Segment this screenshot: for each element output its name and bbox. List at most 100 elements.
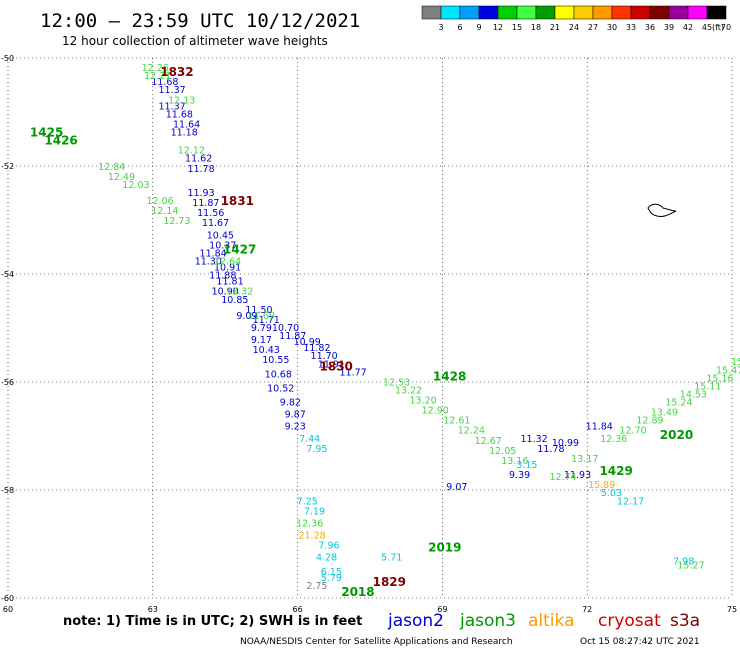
swh-value-jason3: 13.49 (651, 408, 678, 419)
swh-value-jason2-low: 5.79 (321, 573, 342, 584)
swh-value-jason2: 11.77 (340, 367, 367, 378)
footer-credit: NOAA/NESDIS Center for Satellite Applica… (240, 637, 513, 647)
swh-value-jason3: 12.90 (422, 406, 449, 417)
swh-value-jason2: 11.71 (253, 315, 280, 326)
swh-value-jason3: 12.84 (98, 162, 125, 173)
swh-value-jason2: 9.39 (509, 470, 530, 481)
swh-value-jason2-low: 7.25 (297, 496, 318, 507)
swh-value-jason3: 12.74 (549, 472, 576, 483)
colorbar-label: 27 (588, 23, 598, 32)
swh-value-altika: 21.28 (298, 531, 325, 542)
swh-value-jason3: 12.06 (146, 196, 173, 207)
swh-value-jason2: 11.37 (159, 85, 186, 96)
swh-value-jason3: 12.12 (178, 146, 205, 157)
pass-label: 1428 (433, 369, 466, 383)
swh-value-jason3: 15.16 (706, 373, 733, 384)
swh-value-altika: 15.89 (588, 480, 615, 491)
x-tick-label: 63 (148, 605, 158, 614)
swh-value-jason2-low: 3.15 (516, 460, 537, 471)
swh-value-jason2: 11.84 (586, 422, 613, 433)
swh-value-jason3: 13.16 (501, 456, 528, 467)
colorbar-label: 15 (512, 23, 522, 32)
colorbar-label: 21 (550, 23, 560, 32)
y-axis-ticks: -50 -52 -54 -56 -58 -60 (1, 54, 14, 603)
colorbar-label: 42 (683, 23, 693, 32)
swh-value-jason3: 12.03 (122, 180, 149, 191)
pass-label: 1427 (223, 242, 256, 256)
colorbar-swatch (592, 5, 613, 20)
swh-value-jason2-low: 5.03 (601, 488, 622, 499)
colorbar-label: 33 (626, 23, 636, 32)
swh-value-jason2: 11.78 (187, 164, 214, 175)
pass-label: 2020 (660, 428, 693, 442)
swh-value-jason3: 15.4 (731, 357, 740, 368)
swh-value-jason2: 11.64 (173, 119, 200, 130)
swh-value-jason2: 11.62 (185, 154, 212, 165)
swh-value-jason2-low: 6.15 (321, 567, 342, 578)
swh-value-jason2: 10.99 (294, 337, 321, 348)
footer-timestamp: Oct 15 08:27:42 UTC 2021 (580, 637, 700, 647)
legend-s3a: s3a (670, 611, 700, 631)
chart-subtitle: 12 hour collection of altimeter wave hei… (62, 34, 328, 48)
colorbar-label: 39 (664, 23, 674, 32)
swh-value-jason3: 15.47 (716, 365, 740, 376)
swh-value-jason2: 9.07 (446, 482, 467, 493)
swh-value-jason2: 11.88 (209, 271, 236, 282)
pass-label: 1426 (44, 134, 77, 148)
swh-value-jason3: 12.67 (475, 436, 502, 447)
swh-value-jason2: 10.43 (253, 345, 280, 356)
swh-value-jason2: 10.68 (265, 369, 292, 380)
swh-value-jason3: 12.70 (619, 426, 646, 437)
swh-value-jason2: 11.30 (195, 256, 222, 267)
colorbar-swatch (421, 5, 442, 20)
swh-value-jason2-low: 7.96 (318, 541, 339, 552)
colorbar-label: 70 (721, 23, 731, 32)
x-tick-label: 69 (437, 605, 447, 614)
swh-value-jason3: 12.36 (600, 434, 627, 445)
legend-cryosat: cryosat (598, 611, 661, 631)
colorbar-swatch (649, 5, 670, 20)
swh-value-jason2: 10.99 (552, 438, 579, 449)
swh-value-jason3: 12.61 (443, 416, 470, 427)
swh-value-jason2: 10.90 (212, 287, 239, 298)
footer-note: note: 1) Time is in UTC; 2) SWH is in fe… (63, 614, 362, 629)
swh-value-jason2-low: 7.19 (304, 506, 325, 517)
colorbar-swatch (497, 5, 518, 20)
swh-value-jason2: 11.87 (192, 198, 219, 209)
swh-value-jason2: 10.70 (272, 323, 299, 334)
colorbar-swatch (687, 5, 708, 20)
swh-value-jason2: 10.91 (214, 263, 241, 274)
colorbar-swatch (611, 5, 632, 20)
swh-value-jason2: 10.37 (209, 240, 236, 251)
swh-value-jason2: 11.93 (187, 188, 214, 199)
swh-value-jason3: 12.53 (383, 377, 410, 388)
swh-value-jason2: 9.79 (251, 323, 272, 334)
swh-value-jason3: 12.14 (151, 206, 178, 217)
colorbar-label: 9 (476, 23, 481, 32)
colorbar-label: 12 (493, 23, 503, 32)
swh-value-jason3: 12.49 (108, 172, 135, 183)
swh-value-jason2-low: 7.98 (673, 557, 694, 568)
pass-label: 1429 (599, 464, 632, 478)
swh-value-jason2-low: 7.44 (299, 434, 320, 445)
swh-value-jason3: 12.26 (142, 63, 169, 74)
pass-label: 2018 (341, 585, 374, 599)
swh-value-jason2: 11.93 (564, 470, 591, 481)
swh-value-jason2: 11.68 (166, 109, 193, 120)
swh-value-jason3: 12.13 (168, 95, 195, 106)
swh-value-jason2: 9.09 (236, 311, 257, 322)
swh-value-jason2: 11.70 (311, 351, 338, 362)
y-tick-label: -54 (1, 270, 14, 279)
swh-value-jason3: 12.05 (489, 446, 516, 457)
swh-value-jason2-low: 7.95 (306, 444, 327, 455)
swh-value-jason2: 11.68 (151, 77, 178, 88)
swh-value-jason3: 13.22 (395, 385, 422, 396)
colorbar-label: 24 (569, 23, 579, 32)
swh-value-jason2-low: 5.71 (381, 553, 402, 564)
colorbar-unit: (ft) (712, 23, 724, 32)
swh-value-jason2: 11.18 (171, 128, 198, 139)
x-axis-ticks: 60 63 66 69 72 75 (3, 605, 737, 614)
swh-value-jason2-low: 4.28 (316, 553, 337, 564)
